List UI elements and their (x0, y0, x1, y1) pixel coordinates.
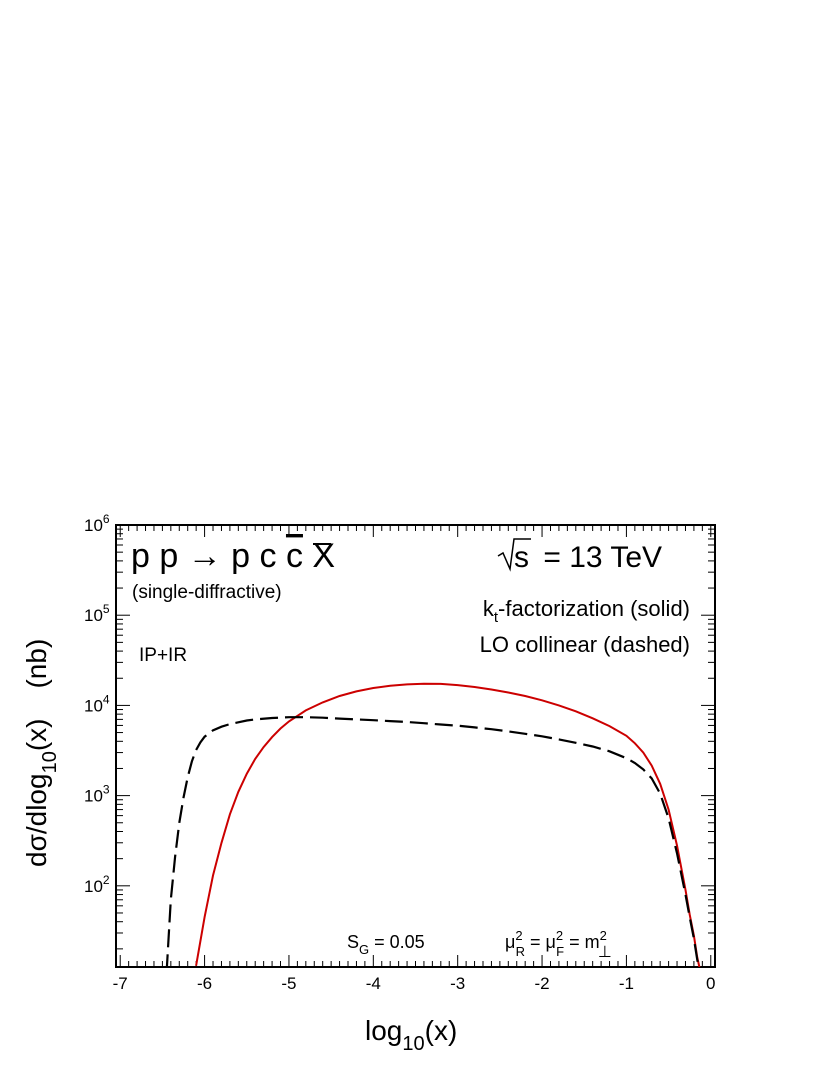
legend-solid-sub: t (494, 609, 499, 626)
title-cbar: c (286, 537, 303, 575)
x-axis-label-log: log (365, 1015, 402, 1046)
axis-ticks (116, 524, 715, 967)
survival-factor: SG = 0.05 (347, 932, 425, 957)
x-tick-label: 0 (706, 974, 715, 993)
x-tick-label: -5 (281, 974, 296, 993)
legend-solid-k: k (483, 596, 495, 621)
mu-r-sub: R (516, 944, 525, 959)
mu-f-sub: F (556, 944, 564, 959)
energy-value: = 13 TeV (543, 541, 662, 574)
legend-dashed: LO collinear (dashed) (480, 632, 690, 657)
survival-value: = 0.05 (369, 932, 425, 952)
svg-text:s = 13 TeV: s = 13 TeV (514, 541, 662, 574)
chart-subtitle: (single-diffractive) (132, 582, 282, 603)
y-tick-label: 106 (84, 512, 110, 535)
y-tick-label: 102 (84, 873, 110, 896)
legend-solid-rest: -factorization (solid) (498, 596, 690, 621)
plot-area (165, 682, 701, 967)
survival-sub: G (359, 942, 369, 957)
energy-sqrt-var: s (514, 541, 529, 574)
x-axis-label: log10(x) (365, 1015, 457, 1055)
y-axis-label-post: (x) (21, 719, 52, 752)
mu-r-sup: 2 (515, 928, 522, 943)
x-tick-label: -7 (113, 974, 128, 993)
scale-choice: μ2 R = μ2 F = m2 ⊥ (505, 928, 612, 961)
eq-2: = (564, 932, 585, 952)
y-axis-label-sub: 10 (39, 751, 61, 773)
component-label: IP+IR (139, 645, 187, 666)
m-perp-sup: 2 (600, 928, 607, 943)
series-kt-factorization-line (195, 682, 701, 967)
y-axis-label-unit: (nb) (21, 639, 52, 689)
y-tick-labels: 102 103 104 105 106 (84, 512, 110, 896)
m-perp: m (585, 932, 600, 952)
x-axis-label-rest: (x) (425, 1015, 458, 1046)
mu-f-sup: 2 (556, 928, 563, 943)
x-tick-label: -6 (197, 974, 212, 993)
m-perp-sub: ⊥ (598, 944, 612, 961)
energy-label: s = 13 TeV (497, 538, 662, 574)
survival-s: S (347, 932, 359, 952)
x-tick-labels: -7 -6 -5 -4 -3 -2 -1 0 (113, 974, 716, 993)
y-tick-label: 105 (84, 602, 110, 625)
x-tick-label: -3 (450, 974, 465, 993)
x-axis-label-sub: 10 (402, 1033, 424, 1055)
chart-title: p p → p c c X (131, 537, 335, 575)
x-tick-label: -1 (619, 974, 634, 993)
title-main: p p → p c (131, 537, 286, 575)
y-axis-label: dσ/dlog10(x) (nb) (21, 639, 61, 867)
x-tick-label: -2 (534, 974, 549, 993)
series-lo-collinear-line (165, 716, 700, 967)
eq-1: = (525, 932, 546, 952)
legend-solid: kt-factorization (solid) (483, 596, 690, 626)
y-tick-label: 104 (84, 692, 110, 715)
y-axis-label-pre: dσ/dlog (21, 773, 52, 867)
mu-f: μ (546, 932, 556, 952)
x-tick-label: -4 (366, 974, 381, 993)
mu-r: μ (505, 932, 515, 952)
sqrt-symbol (497, 538, 531, 572)
y-tick-label: 103 (84, 783, 110, 806)
title-tail: X (303, 537, 335, 575)
